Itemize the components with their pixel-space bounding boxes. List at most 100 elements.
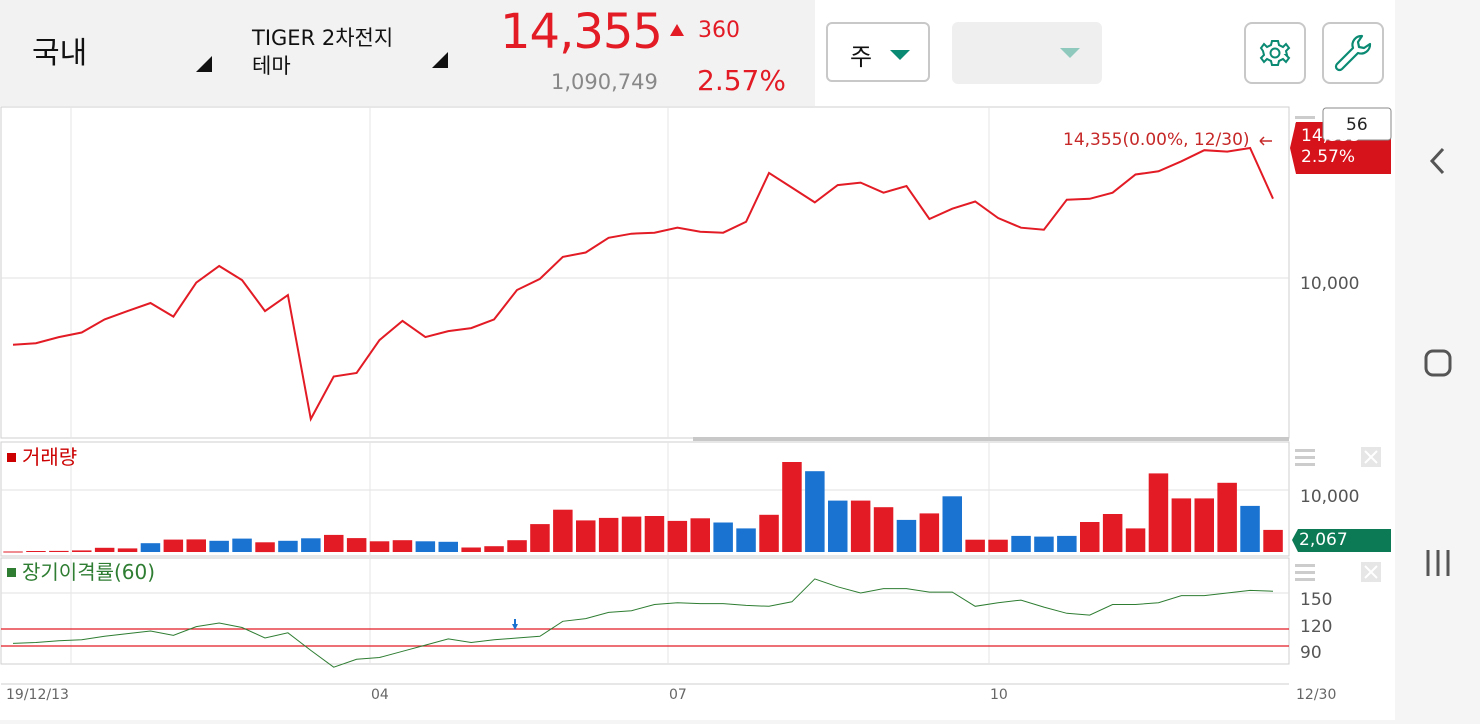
volume-bar xyxy=(1034,536,1054,552)
volume-bar xyxy=(209,540,229,553)
volume-bar xyxy=(1011,535,1031,552)
up-arrow-icon xyxy=(670,24,684,36)
volume-bars xyxy=(3,462,1283,553)
price-panel-frame xyxy=(0,106,1290,439)
disparity-y-tick-150: 150 xyxy=(1300,590,1333,610)
wrench-icon xyxy=(1334,34,1372,72)
volume-bar xyxy=(1194,498,1214,552)
close-icon[interactable] xyxy=(1361,562,1381,582)
volume-bar xyxy=(1102,514,1123,552)
volume-bar xyxy=(301,538,321,552)
settings-button[interactable] xyxy=(1244,22,1306,84)
volume-bar xyxy=(759,514,779,552)
volume-bar xyxy=(163,539,184,552)
volume-bar xyxy=(461,547,481,552)
stock-name-line2: 테마 xyxy=(252,54,291,78)
volume-bar xyxy=(232,538,252,552)
volume-bar xyxy=(186,539,206,552)
disparity-panel-menu-icon[interactable] xyxy=(1295,564,1315,581)
volume-bar xyxy=(782,462,802,552)
volume-bar xyxy=(255,542,275,553)
volume-bar xyxy=(3,551,23,553)
volume-bar xyxy=(94,547,115,552)
volume-bar xyxy=(49,550,69,552)
volume-bar xyxy=(690,518,710,553)
chevron-down-icon xyxy=(890,50,910,60)
volume-bar xyxy=(873,507,894,552)
chevron-left-icon[interactable] xyxy=(1423,146,1453,176)
volume-bar xyxy=(26,551,46,552)
volume-y-tick: 10,000 xyxy=(1300,487,1360,507)
recents-icon[interactable] xyxy=(1423,548,1453,578)
price-line xyxy=(12,146,1274,422)
volume-bar xyxy=(1240,505,1260,552)
volume-bar xyxy=(1217,482,1237,552)
volume-bar xyxy=(392,540,413,552)
market-dropdown-icon[interactable] xyxy=(196,56,212,72)
last-price-label: 14,355(0.00%, 12/30) xyxy=(1063,130,1250,150)
period-select[interactable]: 주 xyxy=(826,22,930,82)
volume-legend-swatch xyxy=(7,453,16,462)
volume-panel-title: 거래량 xyxy=(22,445,78,469)
disparity-y-tick-90: 90 xyxy=(1300,643,1322,663)
disparity-panel-frame xyxy=(0,557,1290,665)
volume-last-value: 2,067 xyxy=(1299,530,1348,550)
volume-bar xyxy=(72,550,92,552)
volume-bar xyxy=(576,520,596,552)
navigation-bar xyxy=(1395,0,1480,720)
volume-bar xyxy=(667,520,688,552)
volume-bar xyxy=(346,538,367,552)
stock-name-line1: TIGER 2차전지 xyxy=(252,26,394,50)
volume-panel xyxy=(0,441,1290,557)
current-price: 14,355 xyxy=(500,4,663,60)
volume-panel-menu-icon[interactable] xyxy=(1295,449,1315,466)
volume-bar xyxy=(598,517,619,552)
volume-bar xyxy=(1080,522,1100,552)
chart-area[interactable]: 14,355(0.00%, 12/30) 14,355 2.57% 56 10,… xyxy=(0,106,1395,720)
volume-bar xyxy=(1057,535,1077,552)
period-label: 주 xyxy=(850,43,873,71)
disparity-line xyxy=(12,578,1274,668)
count-box[interactable] xyxy=(1322,107,1392,141)
stock-name[interactable]: TIGER 2차전지 테마 xyxy=(252,24,393,80)
volume-bar xyxy=(324,534,344,552)
volume-bar xyxy=(1171,498,1192,552)
trade-volume: 1,090,749 xyxy=(551,70,658,94)
signal-arrow-icon xyxy=(512,624,518,630)
badge-percent: 2.57% xyxy=(1301,147,1356,167)
volume-bar xyxy=(117,548,138,552)
price-y-tick: 10,000 xyxy=(1300,274,1360,294)
change-percent: 2.57% xyxy=(697,64,786,97)
volume-bar xyxy=(140,543,161,552)
volume-bar xyxy=(919,513,940,552)
disparity-panel xyxy=(0,557,1290,668)
volume-bar xyxy=(805,471,825,552)
stock-dropdown-icon[interactable] xyxy=(432,52,448,68)
count-box-label: 56 xyxy=(1346,115,1368,135)
stock-header xyxy=(0,0,815,106)
volume-bar xyxy=(278,540,298,553)
disparity-panel-title: 장기이격률(60) xyxy=(22,560,156,584)
close-icon[interactable] xyxy=(1361,447,1381,467)
volume-bar xyxy=(438,541,458,552)
volume-bar xyxy=(896,519,917,552)
secondary-select[interactable] xyxy=(952,22,1102,84)
x-axis-label: 04 xyxy=(371,687,389,703)
volume-bar xyxy=(965,539,985,552)
disparity-y-tick-120: 120 xyxy=(1300,617,1333,637)
volume-bar xyxy=(828,500,848,552)
x-axis-label: 12/30 xyxy=(1296,687,1337,703)
market-selector[interactable]: 국내 xyxy=(32,36,88,71)
home-icon[interactable] xyxy=(1423,348,1453,378)
tools-button[interactable] xyxy=(1322,22,1384,84)
x-axis-label: 19/12/13 xyxy=(6,687,69,703)
stock-chart[interactable] xyxy=(0,106,1395,720)
volume-bar xyxy=(1263,529,1283,552)
gear-icon xyxy=(1259,40,1291,66)
volume-bar xyxy=(942,496,962,552)
volume-bar xyxy=(1125,528,1146,552)
volume-bar xyxy=(369,541,390,552)
price-change: 360 xyxy=(698,18,740,43)
chevron-down-icon xyxy=(1060,48,1080,58)
volume-last-badge xyxy=(1292,529,1391,552)
